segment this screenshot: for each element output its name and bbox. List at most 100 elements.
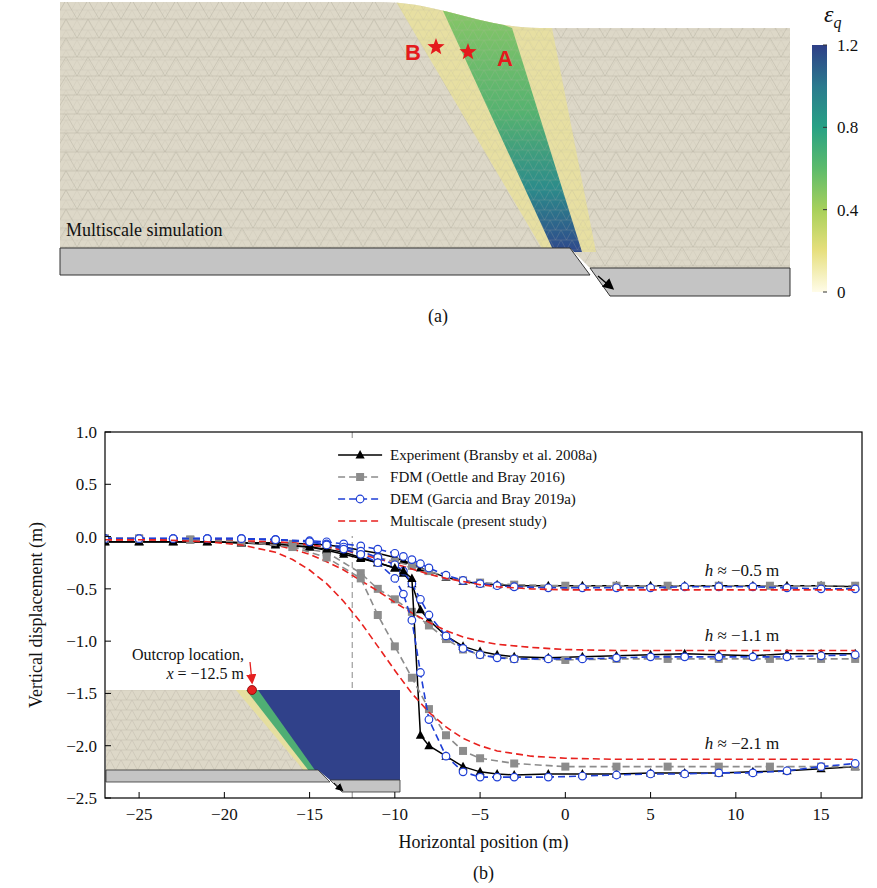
soil (60, 2, 790, 268)
marker-circle (579, 655, 587, 663)
marker-circle (272, 536, 280, 544)
marker-circle (579, 772, 587, 780)
marker-circle (647, 653, 655, 661)
x-tick-label: −20 (211, 805, 238, 824)
y-tick-label: −2.5 (66, 789, 97, 808)
marker-square (135, 535, 143, 543)
marker-triangle (373, 558, 382, 567)
marker-square (664, 763, 672, 771)
marker-square (408, 674, 416, 682)
marker-circle (400, 553, 408, 561)
legend-line (338, 520, 382, 522)
plot-frame (105, 432, 862, 798)
x-tick (565, 792, 566, 798)
panel-label: (a) (428, 306, 448, 327)
marker-square (476, 754, 484, 762)
marker-circle (425, 564, 433, 572)
x-tick (224, 792, 225, 798)
y-tick-label: 0.5 (76, 475, 97, 494)
marker-circle (340, 545, 348, 553)
inset-plate-right (330, 780, 400, 792)
marker-square (186, 536, 194, 544)
y-tick-label: −2.0 (66, 737, 97, 756)
series-line (105, 539, 855, 660)
marker-circle (417, 669, 425, 677)
y-tick (105, 536, 111, 537)
figure: ABMultiscale simulation00.40.81.2εq(a)h … (0, 0, 877, 888)
series-line (105, 539, 855, 586)
marker-circle (749, 653, 757, 661)
x-tick-label: 10 (727, 805, 744, 824)
y-axis-title: Vertical displacement (m) (26, 522, 47, 708)
marker-square (356, 473, 364, 481)
text-rest: ≈ −1.1 m (713, 626, 779, 645)
marker-circle (442, 752, 450, 760)
text-rest: ≈ −0.5 m (713, 561, 779, 580)
marker-circle (272, 536, 280, 544)
marker-circle (715, 769, 723, 777)
marker-square (459, 646, 467, 654)
marker-circle (417, 560, 425, 568)
marker-circle (493, 773, 501, 781)
marker-circle (510, 583, 518, 591)
marker-triangle (322, 540, 331, 549)
marker-circle (783, 767, 791, 775)
panel-title: Multiscale simulation (66, 220, 222, 240)
series-line (105, 539, 855, 659)
marker-square (459, 576, 467, 584)
marker-circle (323, 541, 331, 549)
colorbar-tick (823, 45, 827, 46)
marker-circle (356, 495, 364, 503)
band-mesh (60, 2, 790, 268)
marker-square (766, 763, 774, 771)
marker-circle (851, 651, 859, 659)
inset-plate-left (106, 770, 330, 782)
colorbar (812, 45, 827, 292)
base-plate-right (590, 268, 790, 296)
inset-arrow (334, 783, 342, 790)
marker-triangle (441, 572, 450, 581)
outcrop-dot (248, 686, 257, 695)
marker-circle (715, 653, 723, 661)
marker-circle (749, 769, 757, 777)
marker-square (186, 536, 194, 544)
colorbar-tick (823, 292, 827, 293)
shear-band (60, 0, 790, 268)
x-tick-label: −15 (296, 805, 323, 824)
legend: Experiment (Bransby et al. 2008a)FDM (Oe… (332, 440, 605, 536)
marker-circle (510, 655, 518, 663)
italic-letter: h (705, 734, 714, 753)
marker-circle (476, 773, 484, 781)
marker-square (766, 582, 774, 590)
marker-square (510, 655, 518, 663)
marker-triangle (407, 573, 416, 582)
inset-soil (106, 690, 400, 780)
marker-circle (169, 535, 177, 543)
marker-triangle (441, 751, 450, 760)
y-tick (105, 484, 111, 485)
marker-square (459, 747, 467, 755)
subscript: q (833, 14, 841, 32)
marker-circle (851, 760, 859, 768)
colorbar-tick-label: 0.4 (837, 201, 859, 220)
marker-triangle (390, 563, 399, 572)
curve-label: h ≈ −0.5 m (705, 561, 780, 580)
marker-square (289, 543, 297, 551)
marker-circle (306, 538, 314, 546)
marker-circle (425, 716, 433, 724)
marker-triangle (424, 741, 433, 750)
marker-circle (400, 590, 408, 598)
marker-circle (272, 536, 280, 544)
x-tick-label: 15 (813, 805, 830, 824)
panel-a: ABMultiscale simulation00.40.81.2εq(a) (60, 0, 859, 327)
y-tick (105, 798, 111, 799)
series-line (105, 542, 855, 587)
legend-label: Experiment (Bransby et al. 2008a) (390, 447, 597, 464)
soil-mesh (60, 2, 790, 268)
marker-circle (408, 556, 416, 564)
marker-circle (357, 551, 365, 559)
reference-label: x = −12.5 m (165, 665, 244, 682)
point-star (459, 43, 476, 59)
outcrop-arrow (250, 662, 252, 682)
marker-circle (544, 655, 552, 663)
